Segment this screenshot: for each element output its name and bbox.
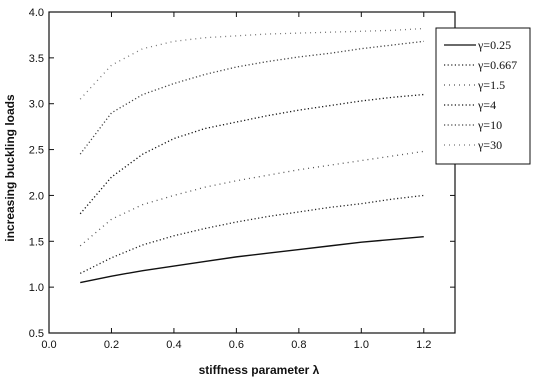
legend-label: γ=10 [477, 118, 502, 132]
series-line-4 [79, 93, 424, 215]
y-tick-label: 2.5 [29, 145, 44, 157]
y-tick-label: 3.0 [29, 99, 44, 111]
series-line-5 [79, 40, 424, 155]
plot-area [48, 11, 456, 334]
x-tick-label: 1.0 [354, 339, 369, 351]
x-tick-label: 0.8 [291, 339, 306, 351]
y-tick-label: 3.5 [29, 53, 44, 65]
legend-label: γ=0.25 [477, 38, 511, 52]
legend-label: γ=30 [477, 138, 502, 152]
y-axis-ticks: 0.5 1.0 1.5 2.0 2.5 3.0 3.5 4.0 [29, 7, 455, 340]
legend-label: γ=0.667 [477, 58, 517, 72]
legend: γ=0.25 γ=0.667 γ=1.5 γ=4 γ=10 γ=30 [435, 27, 531, 165]
legend-box [435, 27, 531, 165]
x-tick-label: 0.4 [166, 339, 181, 351]
series-line-3 [79, 150, 424, 247]
series-layer [79, 27, 424, 284]
y-axis-title: increasing buckling loads [3, 94, 17, 242]
y-tick-label: 1.0 [29, 282, 44, 294]
x-tick-label: 0.0 [41, 339, 56, 351]
x-tick-label: 0.6 [229, 339, 244, 351]
y-tick-label: 0.5 [29, 328, 44, 340]
series-line-2 [79, 194, 424, 274]
y-tick-label: 2.0 [29, 190, 44, 202]
y-tick-label: 1.5 [29, 236, 44, 248]
x-axis-title: stiffness parameter λ [199, 363, 320, 377]
y-tick-label: 4.0 [29, 7, 44, 19]
x-axis-ticks: 0.0 0.2 0.4 0.6 0.8 1.0 1.2 [41, 12, 431, 351]
legend-label: γ=1.5 [477, 78, 505, 92]
x-tick-label: 0.2 [104, 339, 119, 351]
series-line-6 [79, 27, 424, 100]
series-line-1 [80, 236, 424, 284]
legend-label: γ=4 [477, 98, 496, 112]
x-tick-label: 1.2 [416, 339, 431, 351]
plot-frame [48, 11, 456, 334]
